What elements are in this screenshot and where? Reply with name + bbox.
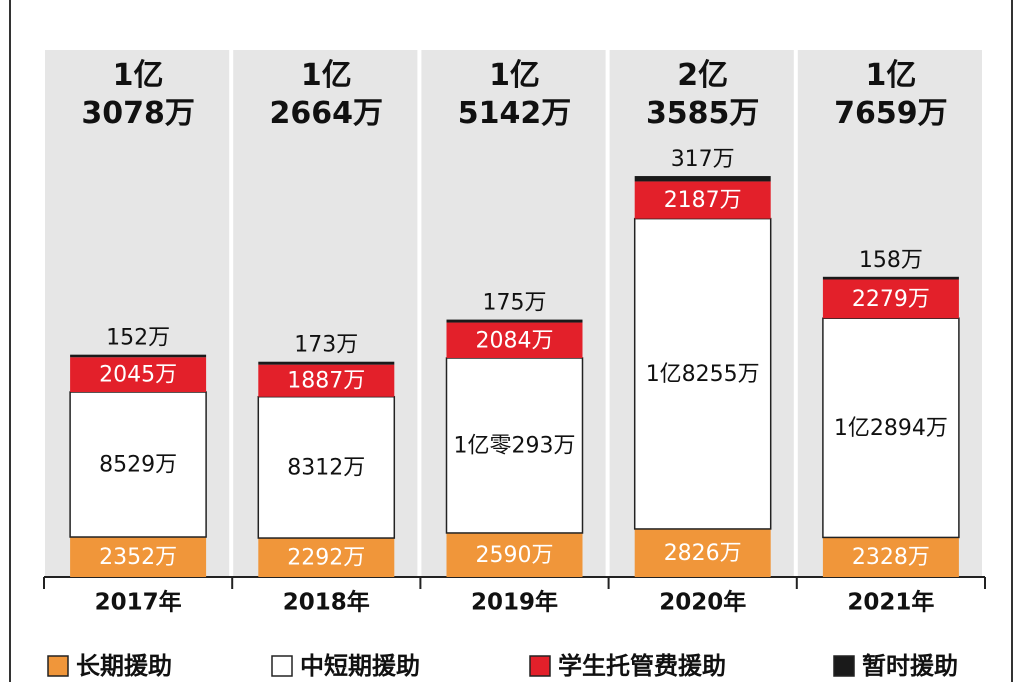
- value-label: 2084万: [476, 328, 554, 353]
- total-label: 2亿 3585万: [646, 58, 760, 131]
- total-label: 1亿 7659万: [834, 58, 948, 131]
- value-label: 175万: [483, 291, 547, 316]
- total-line: 2亿: [677, 58, 728, 93]
- bar-segment: [69, 391, 207, 538]
- total-label: 1亿 3078万: [81, 58, 195, 131]
- bar-segment: [634, 176, 771, 182]
- x-tick-label: 2020年: [659, 589, 746, 616]
- value-label: 152万: [106, 326, 170, 351]
- total-label: 1亿 2664万: [270, 58, 384, 131]
- frame: [9, 0, 1013, 686]
- total-line: 2664万: [270, 96, 384, 131]
- total-line: 3585万: [646, 96, 760, 131]
- total-line: 7659万: [834, 96, 948, 131]
- value-label: 2187万: [664, 188, 742, 213]
- x-tick-label: 2021年: [847, 589, 934, 616]
- total-line: 1亿: [301, 58, 352, 93]
- value-label: 2279万: [852, 287, 930, 312]
- x-tick-label: 2017年: [95, 589, 182, 616]
- legend-swatch: [47, 655, 69, 677]
- bar-segment: [258, 361, 395, 365]
- value-label: 158万: [859, 248, 923, 273]
- bar-segment: [70, 537, 207, 577]
- legend-label: 暂时援助: [862, 652, 958, 680]
- value-label: 1亿零293万: [454, 433, 576, 458]
- value-label: 2328万: [852, 545, 930, 570]
- value-label: 8312万: [287, 455, 365, 480]
- bar-segment: [822, 537, 959, 577]
- value-label: 1887万: [287, 369, 365, 394]
- value-label: 173万: [294, 333, 358, 358]
- bar-segment: [446, 532, 583, 577]
- value-label: 2826万: [664, 541, 742, 566]
- bar-segment: [822, 276, 959, 280]
- value-label: 1亿2894万: [834, 416, 948, 441]
- value-label: 317万: [671, 147, 735, 172]
- legend-swatch: [271, 655, 293, 677]
- bar-segment: [258, 364, 395, 397]
- x-tick-label: 2019年: [471, 589, 558, 616]
- bar-segment: [257, 395, 396, 539]
- bar-segment: [258, 538, 395, 577]
- total-line: 5142万: [458, 96, 572, 131]
- legend-label: 长期援助: [76, 652, 172, 680]
- total-line: 1亿: [865, 58, 916, 93]
- value-label: 2045万: [99, 363, 177, 388]
- total-label: 1亿 5142万: [458, 58, 572, 131]
- total-line: 3078万: [81, 96, 195, 131]
- value-label: 2292万: [287, 546, 365, 571]
- value-label: 2352万: [99, 545, 177, 570]
- total-line: 1亿: [489, 58, 540, 93]
- legend-swatch: [833, 655, 855, 677]
- value-label: 2590万: [476, 543, 554, 568]
- total-line: 1亿: [113, 58, 164, 93]
- bar-segment: [70, 354, 207, 358]
- x-tick-label: 2018年: [283, 589, 370, 616]
- bar-segment: [70, 357, 207, 393]
- bar-segment: [445, 357, 584, 534]
- value-label: 8529万: [99, 453, 177, 478]
- bar-segment: [446, 322, 583, 358]
- bar-segment: [633, 217, 772, 530]
- bar-segment: [446, 319, 583, 323]
- value-label: 1亿8255万: [646, 362, 760, 387]
- legend-label: 学生托管费援助: [558, 652, 726, 680]
- legend-swatch: [529, 655, 551, 677]
- bar-segment: [822, 279, 959, 319]
- bar-segment: [634, 181, 771, 219]
- legend-label: 中短期援助: [300, 652, 420, 680]
- bar-segment: [634, 528, 771, 577]
